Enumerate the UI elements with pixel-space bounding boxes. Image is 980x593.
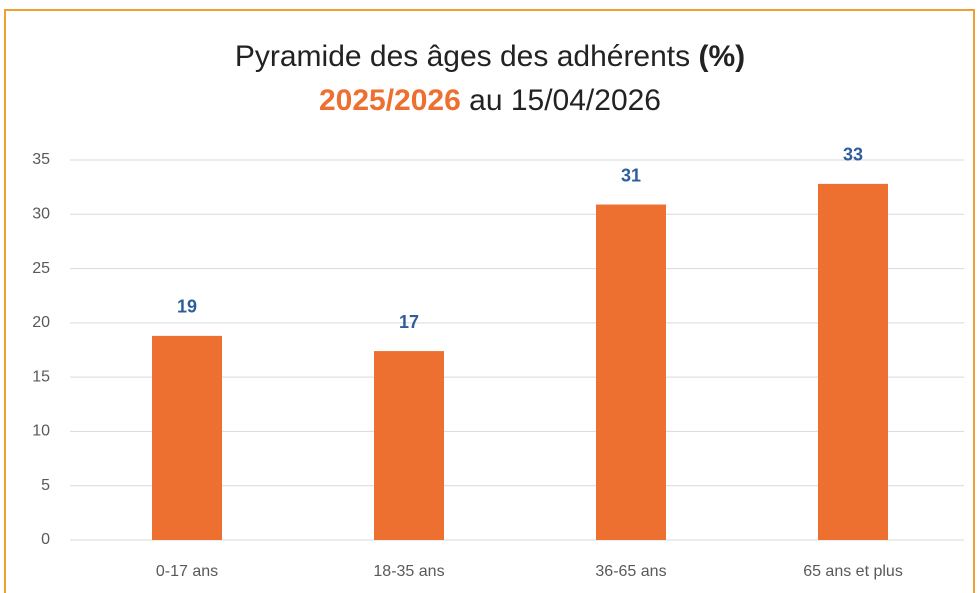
data-label: 31 xyxy=(621,165,641,185)
y-tick-label: 0 xyxy=(41,531,50,548)
x-tick-label: 36-65 ans xyxy=(595,563,666,580)
y-tick-label: 35 xyxy=(32,151,50,168)
bar xyxy=(152,335,222,540)
y-tick-label: 10 xyxy=(32,423,50,440)
subtitle-date: au 15/04/2026 xyxy=(469,84,661,117)
x-tick-label: 0-17 ans xyxy=(156,563,218,580)
x-tick-label: 18-35 ans xyxy=(373,563,444,580)
y-tick-label: 30 xyxy=(32,206,50,223)
y-tick-label: 15 xyxy=(32,368,50,385)
title-unit: (%) xyxy=(698,40,745,73)
chart-subtitle: 2025/2026 au 15/04/2026 xyxy=(319,84,661,117)
y-tick-label: 20 xyxy=(32,314,50,331)
x-tick-label: 65 ans et plus xyxy=(803,563,903,580)
bar xyxy=(818,183,888,540)
frame xyxy=(4,9,975,593)
bar xyxy=(596,204,666,540)
y-tick-label: 25 xyxy=(32,260,50,277)
data-label: 17 xyxy=(399,312,419,332)
y-tick-label: 5 xyxy=(41,477,50,494)
title-text: Pyramide des âges des adhérents xyxy=(235,40,690,73)
bar xyxy=(374,351,444,540)
data-label: 33 xyxy=(843,145,863,165)
subtitle-season: 2025/2026 xyxy=(319,84,461,117)
data-label: 19 xyxy=(177,297,197,317)
chart-title: Pyramide des âges des adhérents (%) xyxy=(235,40,745,73)
